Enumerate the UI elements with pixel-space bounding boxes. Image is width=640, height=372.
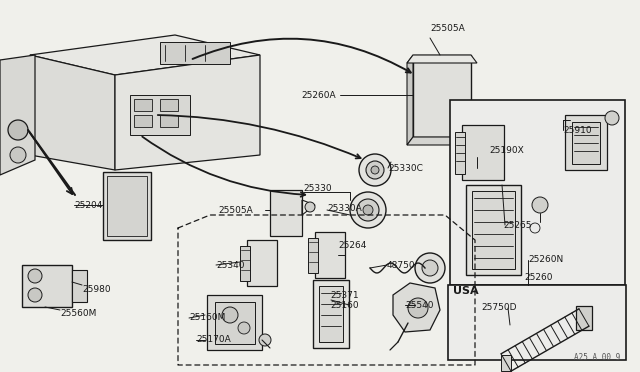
Bar: [240, 246, 250, 281]
Bar: [448, 285, 626, 360]
Circle shape: [605, 111, 619, 125]
Circle shape: [415, 253, 445, 283]
Text: 25160: 25160: [330, 301, 358, 310]
Text: 25330A: 25330A: [327, 203, 362, 212]
Bar: [160, 99, 178, 111]
Bar: [134, 115, 152, 127]
Bar: [565, 115, 607, 170]
Text: 25340: 25340: [216, 260, 244, 269]
Bar: [270, 190, 302, 236]
Text: 25160M: 25160M: [189, 314, 225, 323]
Circle shape: [238, 322, 250, 334]
Bar: [207, 295, 262, 350]
Bar: [160, 42, 230, 64]
Text: 25750D: 25750D: [481, 304, 516, 312]
Bar: [103, 172, 151, 240]
Circle shape: [259, 334, 271, 346]
Text: 25560M: 25560M: [60, 308, 97, 317]
Bar: [472, 191, 515, 269]
Text: 25264: 25264: [338, 241, 366, 250]
Bar: [308, 238, 318, 273]
Circle shape: [8, 120, 28, 140]
Bar: [130, 95, 190, 135]
Polygon shape: [30, 35, 260, 75]
Bar: [462, 125, 504, 180]
Text: 25980: 25980: [82, 285, 111, 295]
Text: 25910: 25910: [563, 125, 591, 135]
Polygon shape: [407, 55, 413, 145]
Text: 25265: 25265: [503, 221, 531, 230]
Text: 25170A: 25170A: [196, 336, 231, 344]
Circle shape: [468, 139, 486, 157]
Text: 25260: 25260: [524, 273, 552, 282]
Polygon shape: [407, 137, 477, 145]
Bar: [455, 132, 465, 174]
Polygon shape: [30, 55, 115, 170]
Circle shape: [371, 166, 379, 174]
Bar: [413, 55, 471, 137]
Circle shape: [408, 298, 428, 318]
Polygon shape: [0, 55, 35, 175]
Circle shape: [28, 269, 42, 283]
Text: 25540: 25540: [405, 301, 433, 310]
Text: 25330: 25330: [303, 183, 332, 192]
Text: 25505A: 25505A: [218, 205, 253, 215]
Bar: [319, 286, 343, 342]
Text: 25260N: 25260N: [528, 256, 563, 264]
Polygon shape: [393, 283, 440, 332]
Polygon shape: [115, 55, 260, 170]
Bar: [313, 280, 349, 348]
Circle shape: [28, 288, 42, 302]
Text: 25260A: 25260A: [301, 90, 335, 99]
Circle shape: [359, 154, 391, 186]
Bar: [247, 240, 277, 286]
Circle shape: [366, 161, 384, 179]
Bar: [315, 232, 345, 278]
Circle shape: [357, 199, 379, 221]
Bar: [215, 302, 255, 344]
Circle shape: [305, 202, 315, 212]
Circle shape: [472, 143, 482, 153]
Bar: [107, 176, 147, 236]
Bar: [72, 270, 87, 302]
Circle shape: [532, 197, 548, 213]
Bar: [134, 99, 152, 111]
Bar: [576, 305, 592, 330]
Circle shape: [363, 205, 373, 215]
Bar: [22, 265, 72, 307]
Bar: [160, 115, 178, 127]
Circle shape: [222, 307, 238, 323]
Bar: [466, 185, 521, 275]
Circle shape: [422, 260, 438, 276]
Text: 25505A: 25505A: [430, 23, 465, 32]
Text: A25 A 00 9: A25 A 00 9: [573, 353, 620, 362]
Text: USA: USA: [453, 286, 479, 296]
Bar: [572, 122, 600, 164]
Circle shape: [350, 192, 386, 228]
Text: 25204: 25204: [74, 201, 102, 209]
Text: 25190X: 25190X: [489, 145, 524, 154]
Text: 25330C: 25330C: [388, 164, 423, 173]
Polygon shape: [407, 55, 477, 63]
Circle shape: [10, 147, 26, 163]
Text: 25371: 25371: [330, 291, 358, 299]
Text: 48750: 48750: [387, 260, 415, 269]
Bar: [501, 355, 511, 371]
Bar: [450, 100, 625, 285]
